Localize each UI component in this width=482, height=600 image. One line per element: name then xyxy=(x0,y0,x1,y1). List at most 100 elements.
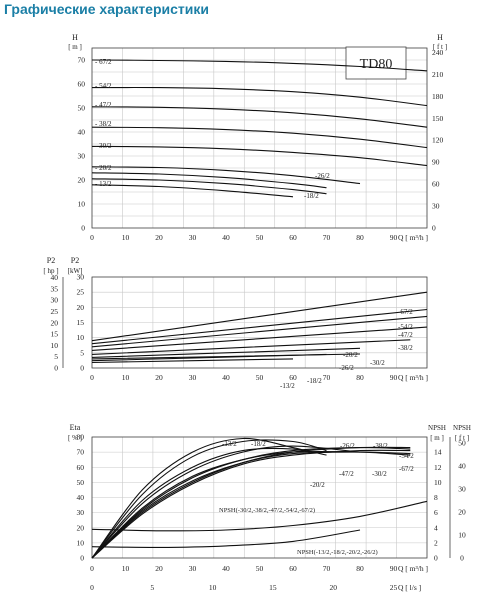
power-curve-47-2 xyxy=(91,315,428,348)
x-tick-label: 60 xyxy=(289,373,297,382)
y-tick-label-left: 70 xyxy=(78,56,86,65)
x-axis-label: Q [ m³/h ] xyxy=(398,233,428,242)
npsh-ft-tick-label: 30 xyxy=(458,484,466,493)
x-tick-label: 90 xyxy=(390,373,398,382)
npsh-m-tick-label: 10 xyxy=(434,478,442,487)
eta-tick-label: 20 xyxy=(77,523,85,532)
x-axis-label: Q [ m³/h ] xyxy=(398,564,428,573)
x-tick-label: 40 xyxy=(222,564,230,573)
curve-label: -47/2 xyxy=(398,331,413,339)
curve-label: - 38/2 xyxy=(95,120,112,128)
x-tick-label: 80 xyxy=(356,233,364,242)
eta-curve-18-2 xyxy=(91,439,327,559)
y-axis-unit-left: [ m ] xyxy=(68,43,82,51)
power-chart: 0 5 10 15 20 25 30 0 5 10 15 20 25 30 35 40 0 10 20 30 40 50 6… xyxy=(43,256,428,390)
plot-frame xyxy=(91,276,428,369)
npsh-ft-tick-label: 40 xyxy=(458,461,466,470)
power-curve-13-2 xyxy=(91,358,294,364)
npsh-m-tick-label: 12 xyxy=(434,463,442,472)
x-tick-label: 50 xyxy=(256,564,264,573)
npsh-label: NPSH(-13/2,-18/2,-20/2,-26/2) xyxy=(297,549,378,556)
power-curve-67-2 xyxy=(91,291,428,342)
eta-curve-label: -67/2 xyxy=(399,465,414,473)
x-secondary-tick-label: 15 xyxy=(269,583,277,592)
npsh-ft-axis-title: NPSH xyxy=(453,424,471,432)
head-curve-18-2 xyxy=(91,178,327,195)
x-secondary-tick-label: 5 xyxy=(150,583,154,592)
x-secondary-tick-label: 20 xyxy=(329,583,337,592)
curve-label: -38/2 xyxy=(398,344,413,352)
x-tick-label: 90 xyxy=(390,233,398,242)
curve-label: - 67/2 xyxy=(95,58,112,66)
hp-tick-label: 20 xyxy=(51,318,59,327)
y-tick-label-right: 60 xyxy=(432,180,440,189)
hp-tick-label: 15 xyxy=(51,330,59,339)
head-curve-20-2 xyxy=(91,172,327,189)
curve-label: - 47/2 xyxy=(95,101,112,109)
power-curve-20-2 xyxy=(91,353,361,360)
hp-tick-label: 35 xyxy=(51,284,59,293)
curve-label: - 54/2 xyxy=(95,82,112,90)
eta-tick-label: 0 xyxy=(80,554,84,563)
y-tick-label-left: 10 xyxy=(78,200,86,209)
head-curve-30-2 xyxy=(91,145,428,167)
model-label: TD80 xyxy=(360,57,393,72)
x-tick-label: 70 xyxy=(323,373,331,382)
x-secondary-tick-label: 0 xyxy=(90,583,94,592)
x-tick-label: 0 xyxy=(90,564,94,573)
x-tick-label: 50 xyxy=(256,373,264,382)
head-curve-26-2 xyxy=(91,166,361,185)
eta-axis-title: Eta xyxy=(70,423,81,432)
x-axis-label: Q [ m³/h ] xyxy=(398,373,428,382)
npsh-m-tick-label: 14 xyxy=(434,448,442,457)
npsh-m-tick-label: 2 xyxy=(434,538,438,547)
npsh-m-tick-label: 4 xyxy=(434,523,438,532)
eta-curve-label: -18/2 xyxy=(251,440,266,448)
npsh-ft-tick-label: 20 xyxy=(458,507,466,516)
npsh-m-tick-label: 6 xyxy=(434,508,438,517)
npsh-label: NPSH(-30/2,-38/2,-47/2,-54/2,-67/2) xyxy=(219,507,315,514)
eta-tick-label: 10 xyxy=(77,538,85,547)
x-tick-label: 70 xyxy=(323,564,331,573)
x-tick-label: 0 xyxy=(90,233,94,242)
hp-tick-label: 5 xyxy=(54,352,58,361)
power-curve-54-2 xyxy=(91,308,428,345)
y-tick-label-right: 240 xyxy=(432,48,444,57)
hp-tick-label: 0 xyxy=(54,364,58,373)
kw-axis-title: P2 xyxy=(71,256,79,265)
head-curve-13-2 xyxy=(91,184,294,198)
npsh-m-tick-label: 0 xyxy=(434,554,438,563)
curve-label: - 30/2 xyxy=(95,142,112,150)
eta-curve-47-2 xyxy=(91,451,411,559)
model-box xyxy=(345,46,407,80)
curve-label: -30/2 xyxy=(370,359,385,367)
curve-label: -67/2 xyxy=(398,308,413,316)
kw-tick-label: 5 xyxy=(80,348,84,357)
x-tick-label: 60 xyxy=(289,233,297,242)
x-secondary-tick-label: 10 xyxy=(209,583,217,592)
y-tick-label-left: 50 xyxy=(78,104,86,113)
y-tick-label-left: 0 xyxy=(81,224,85,233)
kw-tick-label: 30 xyxy=(77,273,85,282)
eta-tick-label: 80 xyxy=(77,433,85,442)
x-tick-label: 70 xyxy=(323,233,331,242)
y-axis-unit-right: [ f t ] xyxy=(433,43,447,51)
x-tick-label: 10 xyxy=(122,373,130,382)
eta-curve-label: -30/2 xyxy=(372,470,387,478)
hp-tick-label: 40 xyxy=(51,273,59,282)
y-axis-title-right: H xyxy=(437,33,443,42)
curve-label: - 20/2 xyxy=(95,164,112,172)
npsh-m-tick-label: 8 xyxy=(434,493,438,502)
kw-tick-label: 20 xyxy=(77,303,85,312)
npsh-ft-axis-unit: [ f t ] xyxy=(455,434,469,442)
eta-tick-label: 60 xyxy=(77,463,85,472)
efficiency-npsh-chart: 0102030405060708002468101214010203040500… xyxy=(68,423,471,592)
head-curve-38-2 xyxy=(91,126,428,149)
hp-tick-label: 10 xyxy=(51,341,59,350)
head-curve-54-2 xyxy=(91,86,428,107)
kw-axis-unit: [kW] xyxy=(68,267,83,275)
hp-axis-unit: [ hp ] xyxy=(43,267,58,275)
curve-label: -18/2 xyxy=(304,192,319,200)
head-curve-47-2 xyxy=(91,106,428,128)
eta-axis-unit: [ % ] xyxy=(68,434,82,442)
